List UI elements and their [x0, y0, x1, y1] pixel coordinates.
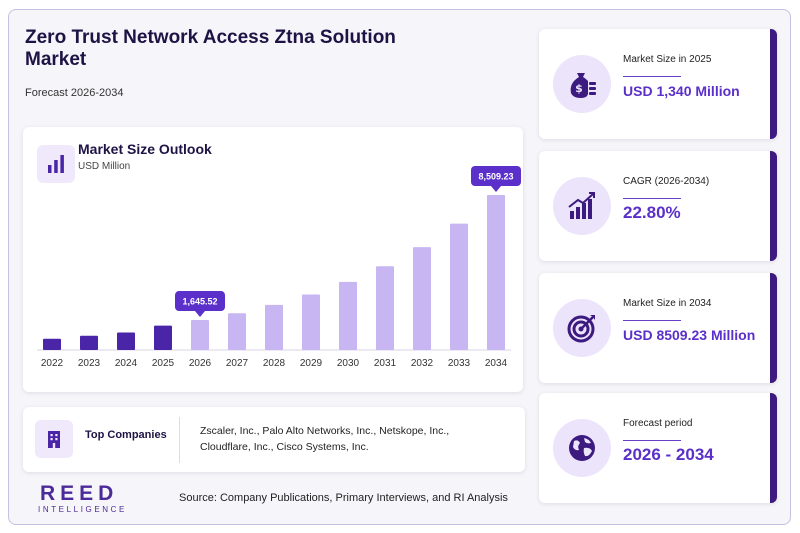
logo-subtitle: INTELLIGENCE	[38, 505, 127, 514]
data-callout-pointer	[491, 186, 501, 192]
x-tick-label: 2026	[189, 358, 212, 369]
stat-card-market-2025: $ Market Size in 2025 USD 1,340 Million	[539, 29, 777, 139]
stat-value: USD 1,340 Million	[623, 83, 740, 99]
svg-text:$: $	[575, 82, 583, 95]
stat-label: CAGR (2026-2034)	[623, 176, 710, 187]
bar-2025	[154, 325, 172, 350]
stat-value: 22.80%	[623, 203, 681, 222]
globe-icon	[553, 419, 611, 477]
stat-accent-bar	[770, 273, 777, 383]
stat-rule	[623, 76, 681, 77]
stat-card-forecast-period: Forecast period 2026 - 2034	[539, 393, 777, 503]
stat-rule	[623, 440, 681, 441]
stat-accent-bar	[770, 393, 777, 503]
x-tick-label: 2025	[152, 358, 175, 369]
chart-card: Market Size Outlook USD Million 2022 2023…	[23, 127, 523, 392]
bar-2027	[228, 313, 246, 350]
bar-chart: 2022 2023 2024 2025 2026 2027 2028 2029 2030 2031…	[37, 166, 521, 369]
stat-value: 2026 - 2034	[623, 445, 714, 464]
x-tick-label: 2029	[300, 358, 323, 369]
stat-value: USD 8509.23 Million	[623, 327, 756, 343]
bar-2031	[376, 266, 394, 350]
source-note: Source: Company Publications, Primary In…	[179, 492, 508, 504]
bar-2034	[487, 195, 505, 350]
bar-2030	[339, 281, 357, 350]
data-label: 8,509.23	[478, 172, 513, 182]
bar-2032	[413, 247, 431, 350]
top-companies-card: Top Companies Zscaler, Inc., Palo Alto N…	[23, 407, 525, 472]
stat-label: Market Size in 2034	[623, 298, 712, 309]
stat-label: Market Size in 2025	[623, 54, 712, 65]
stat-accent-bar	[770, 29, 777, 139]
data-label: 1,645.52	[182, 297, 217, 307]
x-tick-label: 2027	[226, 358, 249, 369]
page-subtitle: Forecast 2026-2034	[25, 87, 124, 99]
x-tick-label: 2028	[263, 358, 286, 369]
data-callout-box	[175, 291, 225, 312]
x-tick-label: 2034	[485, 358, 508, 369]
x-tick-label: 2023	[78, 358, 101, 369]
chart-unit-label: USD Million	[78, 161, 131, 172]
growth-chart-icon	[553, 177, 611, 235]
x-tick-label: 2033	[448, 358, 471, 369]
bar-chart-icon	[37, 145, 75, 183]
stat-accent-bar	[770, 151, 777, 261]
bar-2033	[450, 223, 468, 350]
divider	[179, 417, 180, 463]
top-companies-label: Top Companies	[85, 429, 167, 441]
building-icon	[35, 420, 73, 458]
page-title: Zero Trust Network Access Ztna Solution …	[25, 27, 396, 70]
x-tick-label: 2032	[411, 358, 434, 369]
stat-card-cagr: CAGR (2026-2034) 22.80%	[539, 151, 777, 261]
x-tick-label: 2030	[337, 358, 360, 369]
data-callout-box	[471, 166, 521, 186]
target-icon	[553, 299, 611, 357]
logo-wordmark: REED	[40, 482, 119, 505]
x-tick-label: 2024	[115, 358, 138, 369]
bar-2029	[302, 294, 320, 350]
stat-rule	[623, 320, 681, 321]
bar-2023	[80, 335, 98, 350]
stat-card-market-2034: Market Size in 2034 USD 8509.23 Million	[539, 273, 777, 383]
chart-title: Market Size Outlook	[78, 141, 212, 157]
bar-2028	[265, 304, 283, 350]
bar-2026	[191, 320, 209, 350]
stat-rule	[623, 198, 681, 199]
bar-2024	[117, 332, 135, 350]
stat-label: Forecast period	[623, 418, 693, 429]
money-bag-icon: $	[553, 55, 611, 113]
x-tick-label: 2031	[374, 358, 397, 369]
x-tick-label: 2022	[41, 358, 64, 369]
data-callout-pointer	[195, 311, 205, 318]
bar-2022	[43, 338, 61, 350]
companies-list: Zscaler, Inc., Palo Alto Networks, Inc.,…	[200, 425, 450, 453]
